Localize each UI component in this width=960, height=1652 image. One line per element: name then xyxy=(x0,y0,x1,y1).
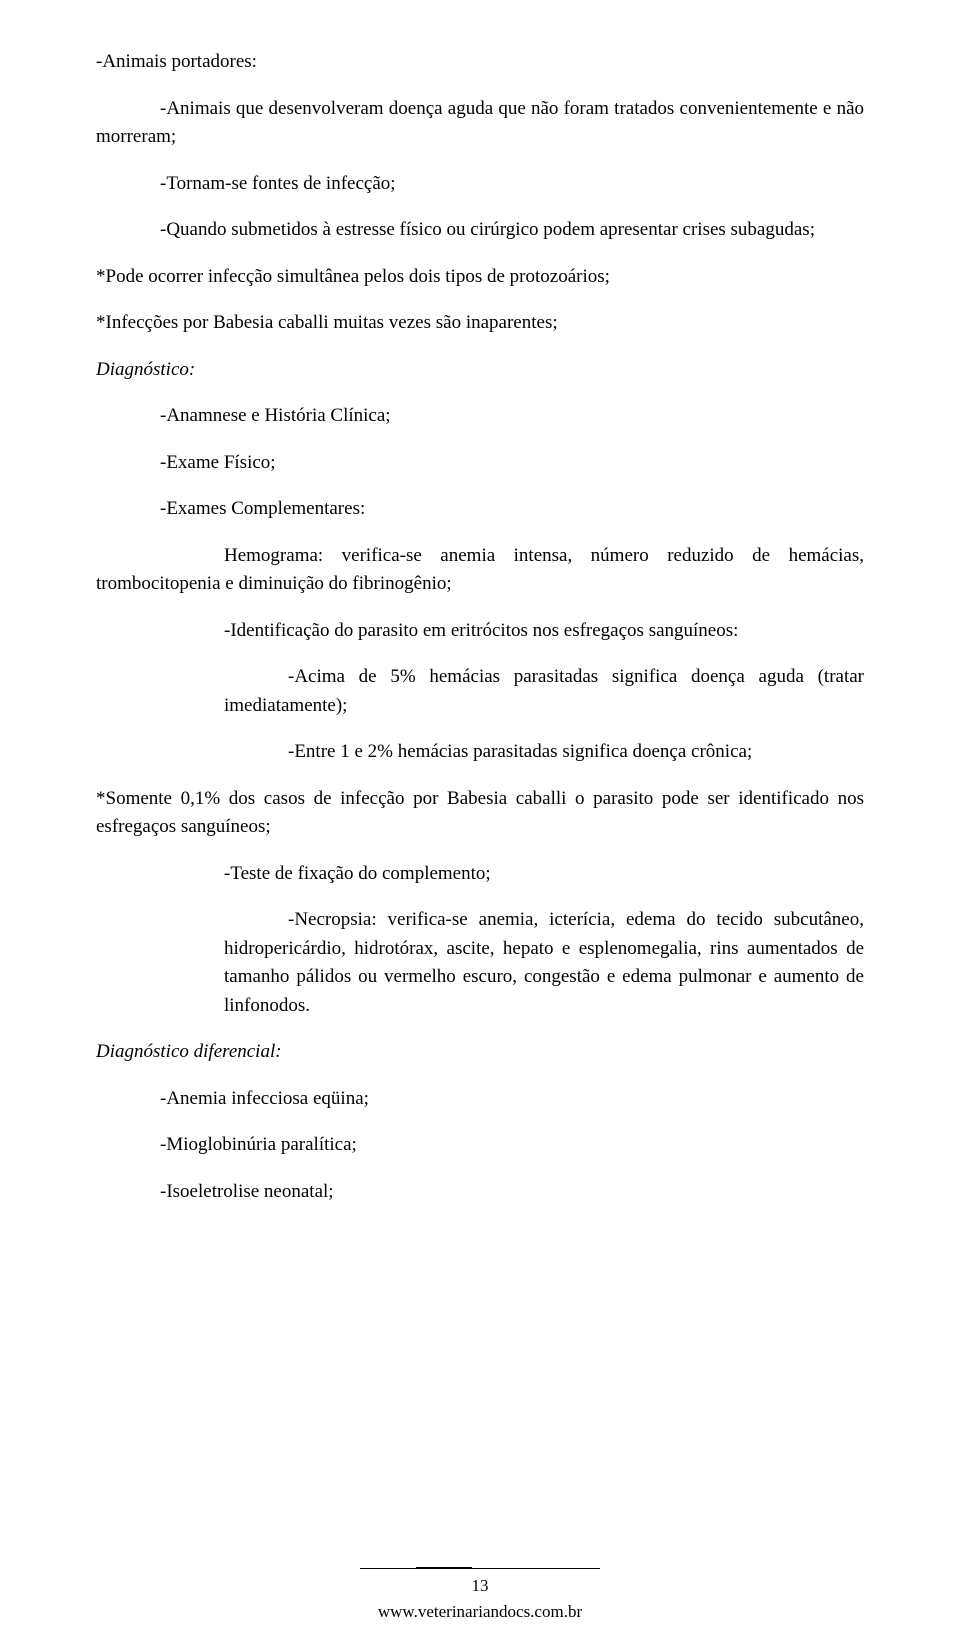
paragraph: -Tornam-se fontes de infecção; xyxy=(160,170,864,199)
paragraph: -Animais que desenvolveram doença aguda … xyxy=(96,95,864,152)
footer-rule xyxy=(360,1568,600,1569)
paragraph: -Isoeletrolise neonatal; xyxy=(160,1178,864,1207)
paragraph: -Entre 1 e 2% hemácias parasitadas signi… xyxy=(288,738,864,767)
page-number: 13 xyxy=(0,1573,960,1599)
paragraph: -Anamnese e História Clínica; xyxy=(160,402,864,431)
paragraph: *Pode ocorrer infecção simultânea pelos … xyxy=(96,263,864,292)
paragraph: -Acima de 5% hemácias parasitadas signif… xyxy=(224,663,864,720)
text: -Necropsia: verifica-se anemia, icteríci… xyxy=(224,909,864,1016)
paragraph: -Animais portadores: xyxy=(96,48,864,77)
paragraph: *Infecções por Babesia caballi muitas ve… xyxy=(96,309,864,338)
paragraph: *Somente 0,1% dos casos de infecção por … xyxy=(96,785,864,842)
page-footer: 13 www.veterinariandocs.com.br xyxy=(0,1567,960,1624)
paragraph: -Anemia infecciosa eqüina; xyxy=(160,1085,864,1114)
paragraph: -Necropsia: verifica-se anemia, icteríci… xyxy=(96,906,864,1020)
paragraph: -Identificação do parasito em eritrócito… xyxy=(224,617,864,646)
heading-diagnostico: Diagnóstico: xyxy=(96,356,864,385)
paragraph: -Exames Complementares: xyxy=(160,495,864,524)
heading-diagnostico-diferencial: Diagnóstico diferencial: xyxy=(96,1038,864,1067)
paragraph: -Quando submetidos à estresse físico ou … xyxy=(96,216,864,245)
footer-url: www.veterinariandocs.com.br xyxy=(0,1599,960,1625)
paragraph: -Exame Físico; xyxy=(160,449,864,478)
paragraph: -Mioglobinúria paralítica; xyxy=(160,1131,864,1160)
text: -Acima de 5% hemácias parasitadas signif… xyxy=(224,666,864,716)
document-page: -Animais portadores: -Animais que desenv… xyxy=(0,0,960,1652)
paragraph: -Teste de fixação do complemento; xyxy=(224,860,864,889)
paragraph: Hemograma: verifica-se anemia intensa, n… xyxy=(96,542,864,599)
